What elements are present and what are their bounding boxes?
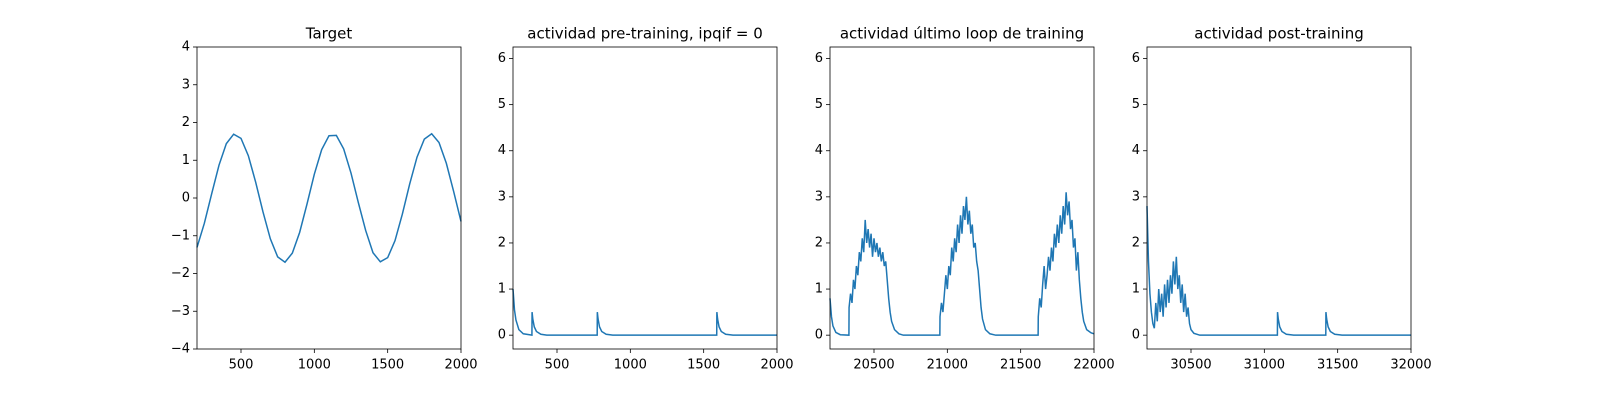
y-tick-label: 0: [182, 191, 190, 206]
y-tick-label: 2: [182, 115, 190, 130]
y-tick-label: 0: [498, 328, 506, 343]
data-line: [196, 132, 462, 264]
y-tick-label: 2: [1132, 235, 1140, 250]
y-tick-label: −3: [171, 304, 190, 319]
y-tick-label: 2: [498, 235, 506, 250]
y-tick-label: 0: [815, 328, 823, 343]
y-tick-label: 0: [1132, 328, 1140, 343]
y-tick-label: 5: [815, 97, 823, 112]
y-tick-label: 3: [498, 189, 506, 204]
x-tick-label: 31000: [1244, 358, 1285, 373]
x-tick-label: 22000: [1073, 358, 1114, 373]
y-tick-label: 1: [498, 282, 506, 297]
x-tick-label: 500: [229, 358, 254, 373]
y-tick-label: 5: [498, 97, 506, 112]
x-tick-label: 31500: [1317, 358, 1358, 373]
y-tick-label: 1: [1132, 282, 1140, 297]
data-line: [1146, 206, 1411, 336]
x-tick-label: 1500: [371, 358, 404, 373]
x-tick-label: 21500: [1000, 358, 1041, 373]
x-tick-label: 500: [545, 358, 570, 373]
x-tick-label: 2000: [760, 358, 793, 373]
x-tick-label: 1500: [687, 358, 720, 373]
y-tick-label: 1: [815, 282, 823, 297]
subplot-title: actividad post-training: [1194, 25, 1363, 43]
x-tick-label: 30500: [1170, 358, 1211, 373]
y-tick-label: 6: [815, 51, 823, 66]
subplot-title: Target: [305, 25, 353, 43]
y-tick-label: 3: [182, 77, 190, 92]
y-tick-label: 3: [815, 189, 823, 204]
x-tick-label: 21000: [927, 358, 968, 373]
x-tick-label: 2000: [444, 358, 477, 373]
x-tick-label: 1000: [298, 358, 331, 373]
axes-frame: [196, 46, 462, 350]
data-line: [829, 192, 1095, 336]
y-tick-label: 4: [815, 143, 823, 158]
y-tick-label: 4: [182, 40, 190, 55]
axes-frame: [1146, 46, 1412, 350]
subplot-title: actividad pre-training, ipqif = 0: [527, 25, 763, 43]
y-tick-label: −2: [171, 266, 190, 281]
y-tick-label: 4: [498, 143, 506, 158]
y-tick-label: 1: [182, 153, 190, 168]
y-tick-label: 3: [1132, 189, 1140, 204]
y-tick-label: −4: [171, 342, 190, 357]
subplot-title: actividad último loop de training: [840, 25, 1084, 43]
y-tick-label: 6: [498, 51, 506, 66]
y-tick-label: −1: [171, 228, 190, 243]
y-tick-label: 5: [1132, 97, 1140, 112]
x-tick-label: 1000: [614, 358, 647, 373]
x-tick-label: 20500: [853, 358, 894, 373]
data-line: [512, 289, 777, 337]
axes-frame: [829, 46, 1095, 350]
axes-frame: [512, 46, 778, 350]
y-tick-label: 2: [815, 235, 823, 250]
y-tick-label: 4: [1132, 143, 1140, 158]
y-tick-label: 6: [1132, 51, 1140, 66]
x-tick-label: 32000: [1390, 358, 1431, 373]
